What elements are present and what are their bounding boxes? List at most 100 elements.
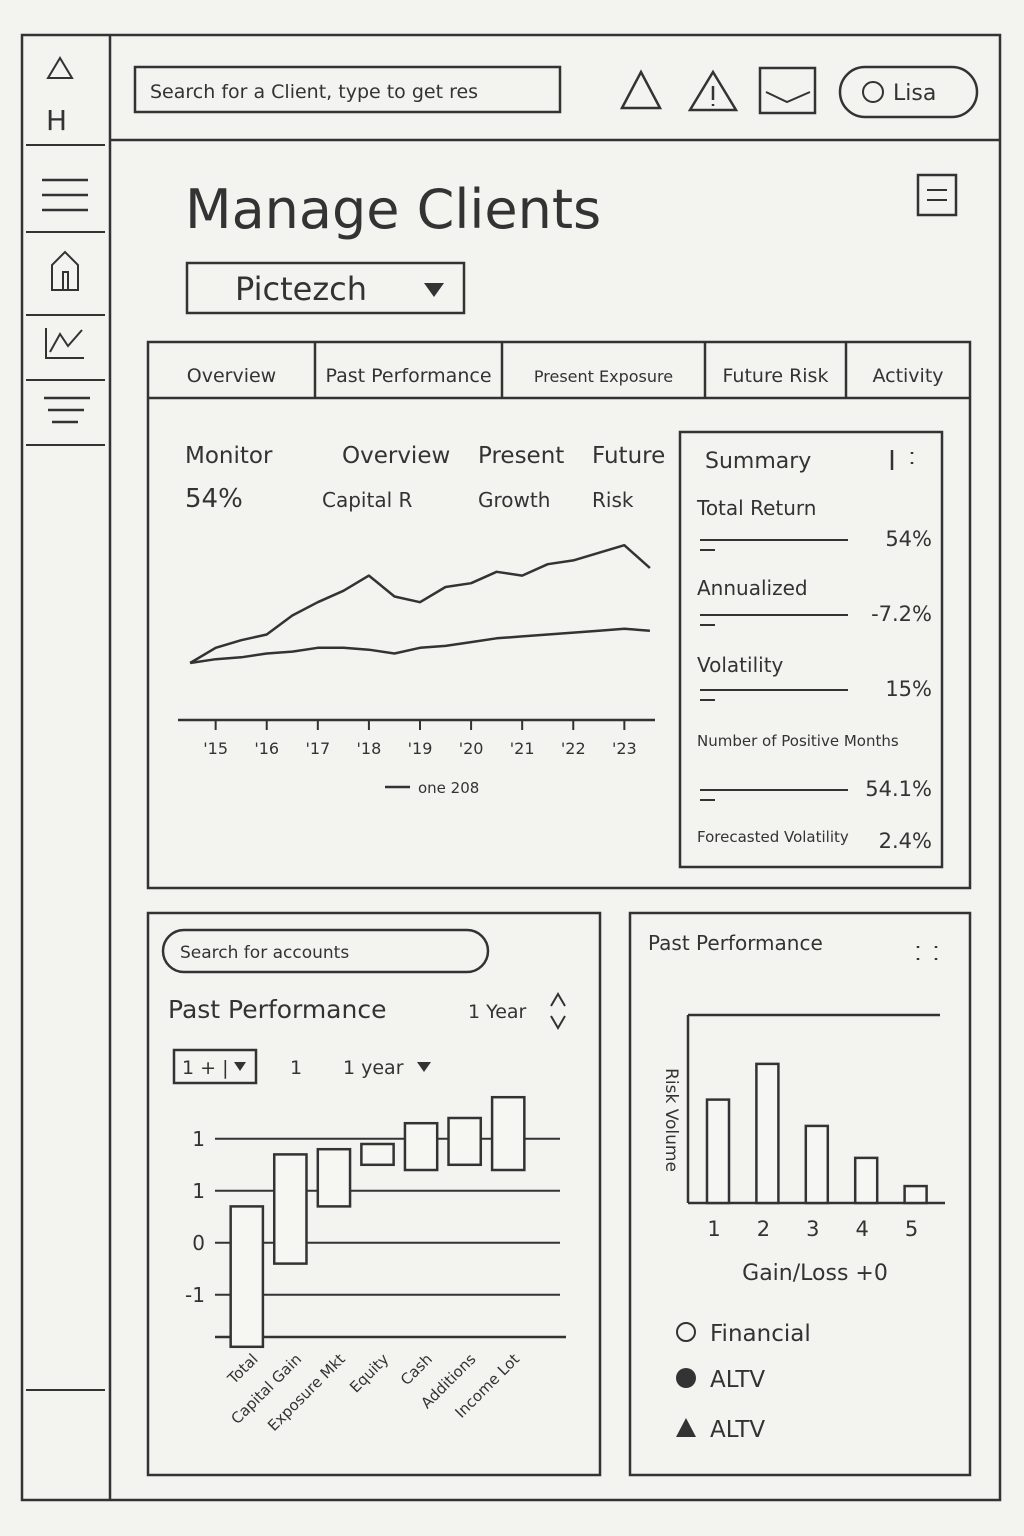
- panel-title: Past Performance: [648, 931, 823, 955]
- x-tick-label: '16: [254, 739, 279, 758]
- tab-label[interactable]: Overview: [187, 365, 276, 387]
- bar: [403, 1121, 439, 1172]
- bar: [447, 1116, 483, 1167]
- options-lines: [927, 189, 947, 201]
- summary-menu[interactable]: [890, 450, 914, 470]
- x-tick-label: 2: [757, 1217, 770, 1241]
- bar: [316, 1147, 352, 1208]
- summary-value: -7.2%: [871, 602, 932, 626]
- y-tick-label: -1: [185, 1283, 205, 1307]
- legend-marker: [676, 1322, 696, 1342]
- y-tick-label: 1: [192, 1127, 205, 1151]
- x-tick-label: '22: [561, 739, 586, 758]
- accounts-panel: [146, 911, 602, 1477]
- user-name: Lisa: [893, 81, 936, 106]
- frame: [20, 33, 1002, 1502]
- summary-label: Total Return: [696, 496, 816, 520]
- logo-icon[interactable]: [46, 56, 74, 79]
- search-placeholder: Search for a Client, type to get res: [150, 81, 478, 103]
- menu-icon[interactable]: [42, 178, 88, 212]
- x-tick-label: 5: [905, 1217, 918, 1241]
- summary-label: Number of Positive Months: [697, 732, 899, 750]
- summary-value: 15%: [885, 677, 932, 701]
- line-series: [189, 543, 651, 665]
- bar: [804, 1124, 830, 1205]
- options-icon[interactable]: [916, 173, 958, 217]
- x-tick-label: '15: [203, 739, 228, 758]
- range-period[interactable]: 1 year: [343, 1057, 404, 1079]
- panel-title: Past Performance: [168, 995, 386, 1024]
- tab-label[interactable]: Past Performance: [325, 365, 491, 387]
- range-step[interactable]: 1: [290, 1057, 302, 1079]
- bar: [272, 1153, 308, 1265]
- period-arrow: [417, 1062, 431, 1072]
- summary-title: Summary: [705, 449, 811, 474]
- metric-label: Future: [592, 443, 665, 469]
- line-chart: '15 '16 '17 '18 '19 '20 '21 '22 '23 one 208: [178, 543, 655, 797]
- account-search[interactable]: [161, 928, 490, 974]
- metric-value: Growth: [478, 488, 550, 512]
- legend-marker: [676, 1418, 696, 1437]
- dropdown-arrow: [424, 283, 444, 297]
- x-tick-label: '21: [510, 739, 535, 758]
- x-tick-label: '18: [357, 739, 382, 758]
- y-tick-label: 1: [192, 1179, 205, 1203]
- x-tick-label: 3: [806, 1217, 819, 1241]
- sort-icon[interactable]: [550, 992, 566, 1030]
- range-control-label: 1 + |: [182, 1057, 229, 1079]
- client-name: Pictezch: [235, 270, 367, 308]
- tab-label[interactable]: Present Exposure: [534, 367, 673, 386]
- summary-label: Volatility: [697, 653, 784, 677]
- x-tick-label: 4: [856, 1217, 869, 1241]
- summary-label: Forecasted Volatility: [697, 828, 849, 846]
- list-icon[interactable]: [44, 396, 90, 424]
- summary-value: 54.1%: [865, 777, 932, 801]
- metric-label: Overview: [342, 443, 450, 469]
- bar: [490, 1095, 526, 1172]
- x-tick-label: '19: [408, 739, 433, 758]
- metric-value: 54%: [185, 484, 243, 514]
- bar: [705, 1098, 731, 1205]
- search-box[interactable]: [133, 65, 562, 114]
- bar: [853, 1156, 879, 1205]
- client-dropdown[interactable]: [185, 261, 466, 315]
- legend-label: Financial: [710, 1321, 811, 1347]
- metric-label: Monitor: [185, 443, 273, 469]
- range-arrow: [234, 1062, 246, 1071]
- page-title: Manage Clients: [185, 178, 601, 241]
- bar: [229, 1205, 265, 1349]
- y-tick-label: 0: [192, 1231, 205, 1255]
- notification-icon[interactable]: [619, 69, 663, 110]
- summary-value: 2.4%: [879, 829, 932, 853]
- mail-icon[interactable]: [758, 66, 817, 115]
- metric-value: Capital R: [322, 488, 412, 512]
- y-axis-title: Risk Volume: [661, 1068, 681, 1172]
- legend-label: one 208: [418, 779, 479, 797]
- summary-value: 54%: [885, 527, 932, 551]
- account-search-placeholder: Search for accounts: [180, 943, 349, 963]
- metric-strip: Monitor 54% Overview Capital R Present Growth…: [185, 443, 665, 514]
- summary-list: Total Return 54% Annualized -7.2% Volatility…: [696, 496, 932, 853]
- panel-menu[interactable]: [916, 946, 938, 960]
- tab-label[interactable]: Future Risk: [723, 365, 829, 387]
- line-series: [189, 627, 650, 665]
- home-icon[interactable]: [51, 250, 79, 291]
- logo-text: H: [46, 104, 67, 137]
- bar: [755, 1062, 780, 1205]
- metric-label: Present: [478, 443, 564, 469]
- metric-value: Risk: [592, 488, 634, 512]
- alert-icon[interactable]: [687, 69, 739, 112]
- user-pill[interactable]: [838, 65, 979, 119]
- mail-flap: [765, 91, 811, 104]
- bar-chart: 1 2 3 4 5 Gain/Loss +0 Risk Volume: [661, 1013, 945, 1286]
- summary-card: [678, 430, 944, 869]
- range-control[interactable]: [172, 1048, 258, 1085]
- chart-icon[interactable]: [45, 328, 84, 359]
- legend-label: ALTV: [710, 1417, 765, 1443]
- tab-label[interactable]: Activity: [872, 365, 943, 387]
- bar: [360, 1142, 395, 1167]
- legend-marker: [676, 1368, 696, 1388]
